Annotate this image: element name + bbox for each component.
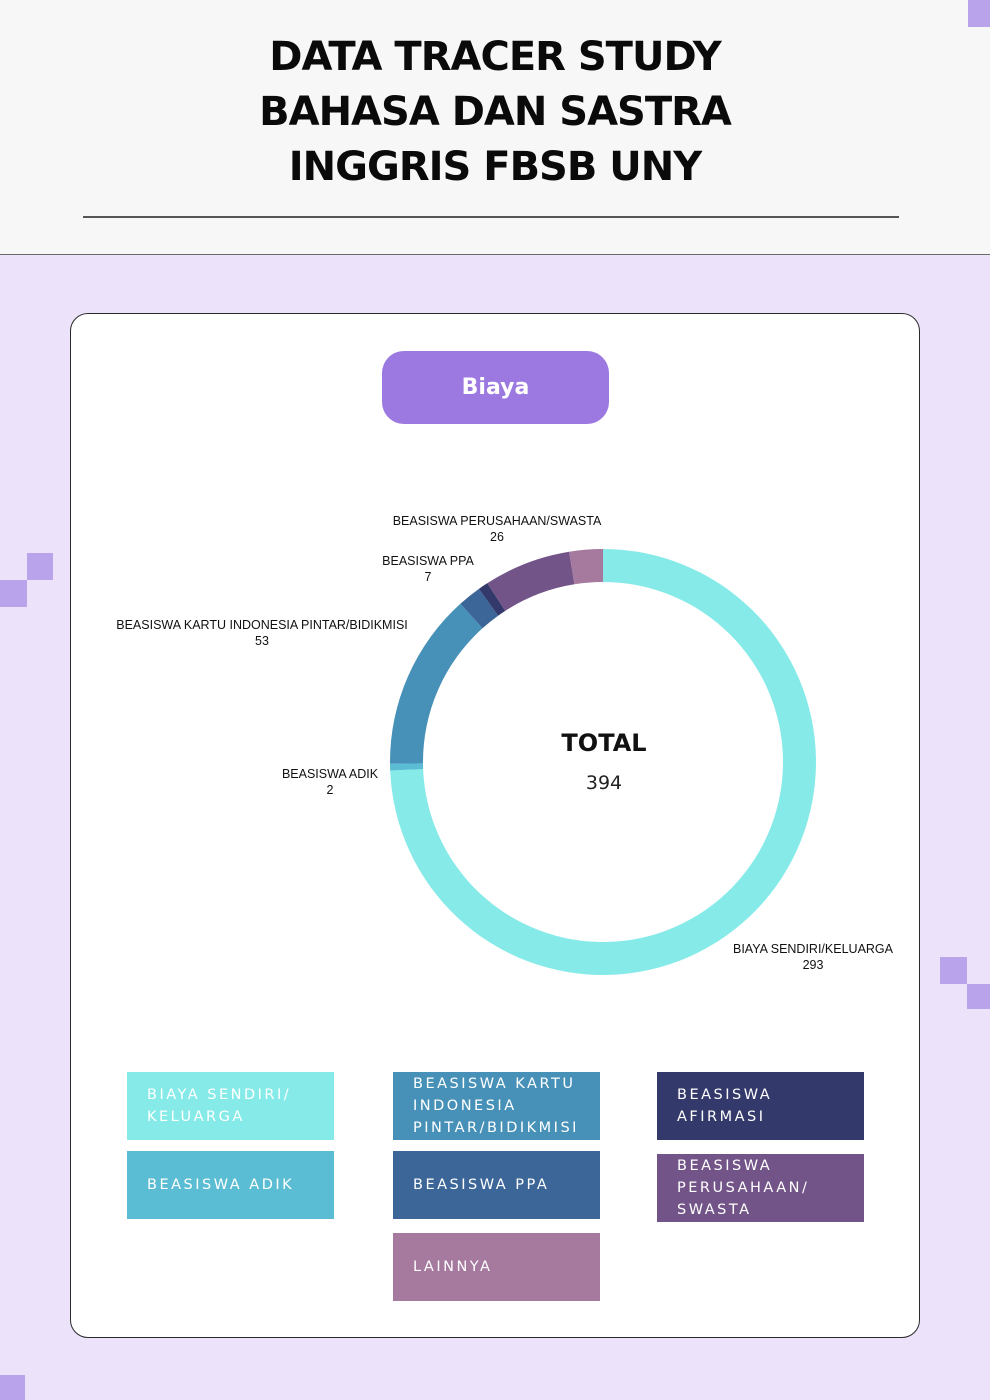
callout-label-4: BIAYA SENDIRI/KELUARGA [733,942,894,956]
donut-slice-2 [390,603,483,764]
legend-item-3: BEASISWA PPA [393,1151,600,1219]
decor-pixel [968,0,990,27]
donut-slice-4 [478,583,506,616]
decor-pixel [0,1375,25,1400]
donut-slice-5 [487,551,575,611]
decor-pixel [940,957,967,984]
legend-item-6: BEASISWA PERUSAHAAN/ SWASTA [657,1154,864,1222]
legend-item-1: BEASISWA ADIK [127,1151,334,1219]
decor-pixel [0,580,27,607]
donut-slice-6 [569,549,603,585]
callout-label-2: BEASISWA KARTU INDONESIA PINTAR/BIDIKMIS… [116,618,408,632]
callout-value-2: 53 [255,634,269,648]
page-title: DATA TRACER STUDY BAHASA DAN SASTRA INGG… [0,30,990,195]
legend-label: LAINNYA [413,1259,493,1275]
callout-value-3: 2 [327,783,334,797]
title-divider [83,216,899,218]
legend-item-2: BEASISWA KARTU INDONESIA PINTAR/BIDIKMIS… [393,1072,600,1140]
callout-label-1: BEASISWA PPA [382,554,474,568]
callout-value-0: 26 [490,530,504,544]
callout-label-3: BEASISWA ADIK [282,767,379,781]
callout-value-1: 7 [425,570,432,584]
title-line-1: DATA TRACER STUDY [269,34,721,80]
donut-slice-1 [390,763,424,771]
legend-item-0: BIAYA SENDIRI/ KELUARGA [127,1072,334,1140]
legend-label: BEASISWA AFIRMASI [677,1087,773,1125]
legend-label: BEASISWA PPA [413,1177,550,1193]
donut-slice-3 [460,588,499,629]
legend-label: BEASISWA PERUSAHAAN/ SWASTA [677,1158,810,1218]
callout-label-0: BEASISWA PERUSAHAAN/SWASTA [393,514,602,528]
legend-item-5: BEASISWA AFIRMASI [657,1072,864,1140]
category-badge: Biaya [382,351,609,424]
legend-label: BIAYA SENDIRI/ KELUARGA [147,1087,292,1125]
decor-pixel [27,553,53,580]
center-title: TOTAL [561,729,646,757]
center-value: 394 [586,772,622,794]
legend-label: BEASISWA KARTU INDONESIA PINTAR/BIDIKMIS… [413,1076,579,1136]
title-line-2: BAHASA DAN SASTRA [259,89,732,135]
callout-value-4: 293 [803,958,824,972]
legend-item-4: LAINNYA [393,1233,600,1301]
header: DATA TRACER STUDY BAHASA DAN SASTRA INGG… [0,0,990,255]
legend-label: BEASISWA ADIK [147,1177,295,1193]
decor-pixel [967,984,990,1009]
title-line-3: INGGRIS FBSB UNY [288,144,702,190]
